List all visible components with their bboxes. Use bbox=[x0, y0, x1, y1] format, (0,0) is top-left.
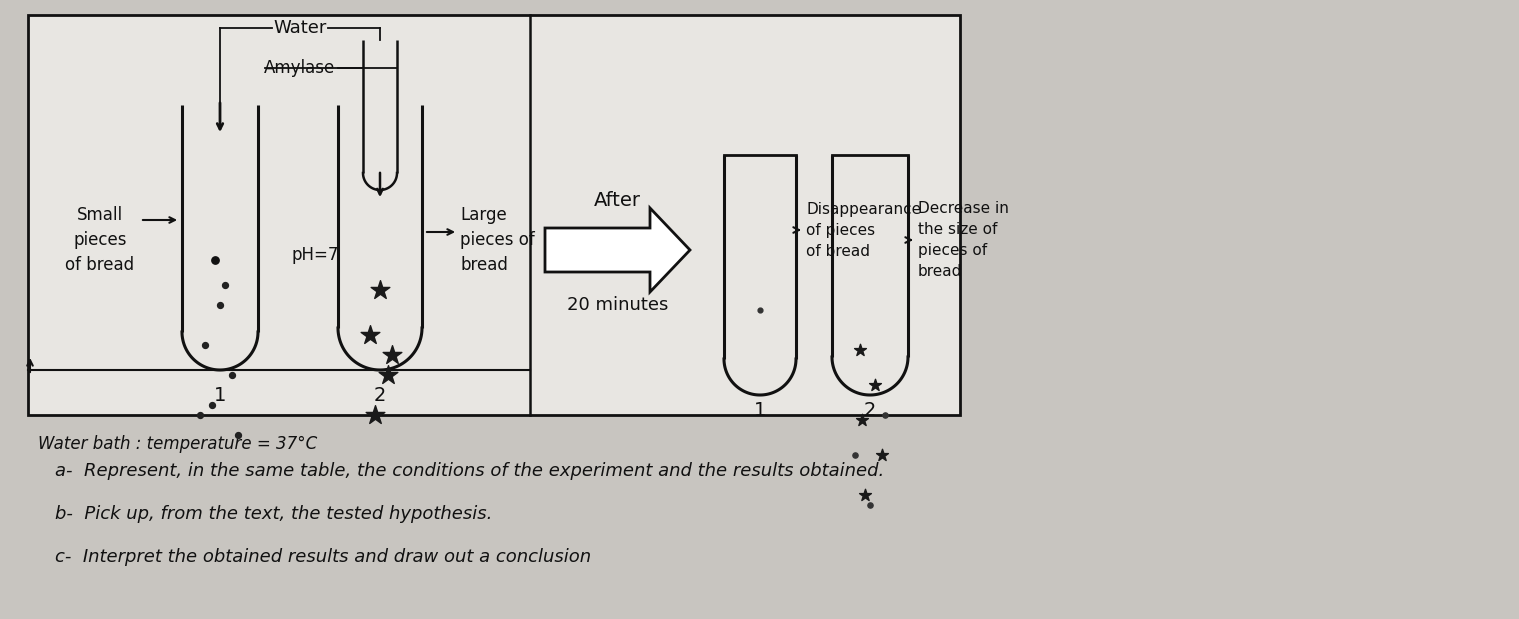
Text: Decrease in
the size of
pieces of
bread: Decrease in the size of pieces of bread bbox=[917, 201, 1009, 279]
Text: Disappearance
of pieces
of bread: Disappearance of pieces of bread bbox=[807, 202, 921, 259]
Point bbox=[852, 490, 876, 500]
Point bbox=[848, 345, 872, 355]
Point bbox=[193, 340, 217, 350]
Text: After: After bbox=[594, 191, 641, 209]
Point bbox=[226, 430, 251, 440]
Text: 2: 2 bbox=[374, 386, 386, 404]
Point bbox=[375, 370, 399, 380]
Point bbox=[849, 415, 873, 425]
Point bbox=[363, 410, 387, 420]
Text: a-  Represent, in the same table, the conditions of the experiment and the resul: a- Represent, in the same table, the con… bbox=[55, 462, 884, 480]
Point bbox=[188, 410, 213, 420]
Text: b-  Pick up, from the text, the tested hypothesis.: b- Pick up, from the text, the tested hy… bbox=[55, 505, 492, 523]
Text: Water bath : temperature = 37°C: Water bath : temperature = 37°C bbox=[38, 435, 317, 453]
Point bbox=[201, 400, 225, 410]
Text: Amylase: Amylase bbox=[264, 59, 336, 77]
Text: Water: Water bbox=[273, 19, 327, 37]
Bar bbox=[27, 15, 960, 415]
Point bbox=[858, 500, 883, 510]
Point bbox=[380, 350, 404, 360]
Point bbox=[208, 300, 232, 310]
Text: 2: 2 bbox=[864, 400, 876, 420]
Text: 1: 1 bbox=[214, 386, 226, 404]
Point bbox=[368, 285, 392, 295]
Point bbox=[870, 450, 895, 460]
Point bbox=[358, 330, 383, 340]
Text: Small
pieces
of bread: Small pieces of bread bbox=[65, 206, 135, 274]
Point bbox=[220, 370, 245, 380]
Text: c-  Interpret the obtained results and draw out a conclusion: c- Interpret the obtained results and dr… bbox=[55, 548, 591, 566]
Point bbox=[747, 305, 772, 315]
Point bbox=[213, 280, 237, 290]
Point bbox=[843, 450, 867, 460]
Point bbox=[863, 380, 887, 390]
Text: 20 minutes: 20 minutes bbox=[567, 296, 668, 314]
Polygon shape bbox=[545, 208, 690, 292]
Point bbox=[204, 255, 228, 265]
Text: pH=7: pH=7 bbox=[292, 246, 339, 264]
Text: Large
pieces of
bread: Large pieces of bread bbox=[460, 206, 535, 274]
Text: 1: 1 bbox=[753, 400, 766, 420]
Point bbox=[873, 410, 898, 420]
